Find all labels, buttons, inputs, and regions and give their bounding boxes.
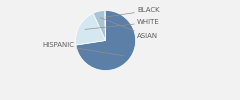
Wedge shape [76,13,106,45]
Text: BLACK: BLACK [105,8,160,17]
Text: WHITE: WHITE [85,20,160,29]
Wedge shape [105,10,106,40]
Wedge shape [93,10,106,40]
Wedge shape [76,10,136,70]
Text: HISPANIC: HISPANIC [42,42,123,56]
Text: ASIAN: ASIAN [100,18,158,39]
